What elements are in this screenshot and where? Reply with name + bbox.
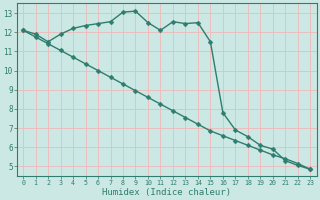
X-axis label: Humidex (Indice chaleur): Humidex (Indice chaleur) [102,188,231,197]
